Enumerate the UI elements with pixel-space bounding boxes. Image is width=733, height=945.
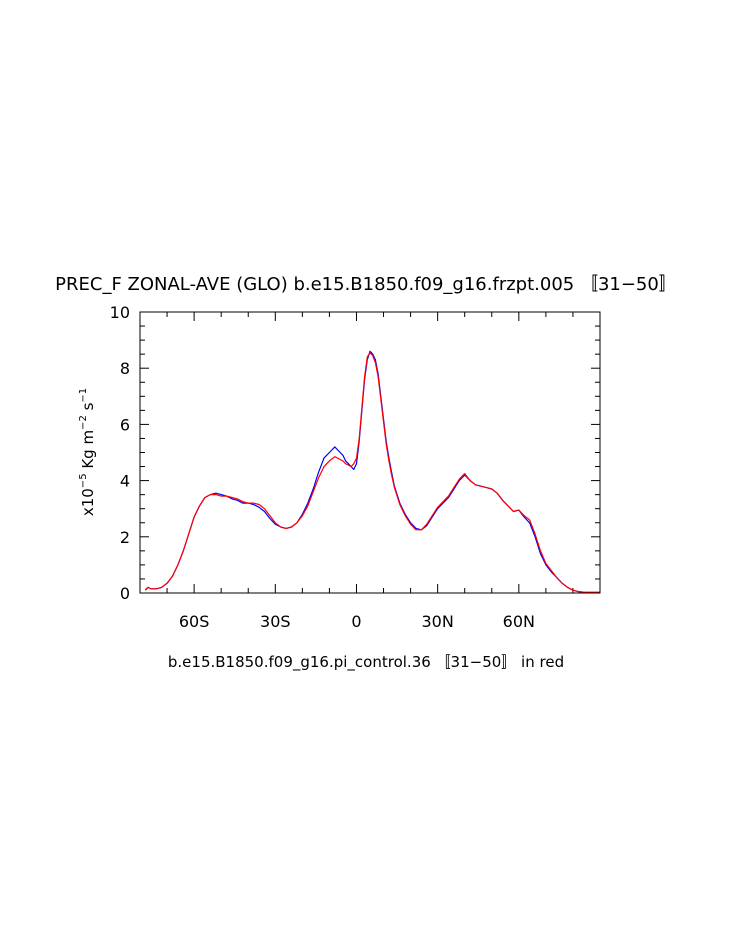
y-axis-label: x10−5 Kg m−2 s−1 xyxy=(78,388,97,516)
chart-title: PREC_F ZONAL-AVE (GLO) b.e15.B1850.f09_g… xyxy=(55,274,677,295)
y-axis-label-unit1: Kg m xyxy=(79,430,97,474)
y-axis-label-exp3: −1 xyxy=(78,388,89,403)
plot-area: 0 2 4 6 8 10 60S 30S 0 30N 60N xyxy=(110,303,601,631)
y-axis-label-prefix: x10 xyxy=(79,488,97,516)
series-line-1 xyxy=(145,352,600,594)
y-tick-label: 4 xyxy=(120,472,130,491)
y-tick-label: 10 xyxy=(110,303,130,322)
y-axis-label-unit2: s xyxy=(79,402,97,415)
y-tick-label: 8 xyxy=(120,359,130,378)
x-tick-label: 30S xyxy=(260,612,291,631)
y-tick-label: 0 xyxy=(120,584,130,603)
series-line-0 xyxy=(144,350,600,594)
y-tick-label: 6 xyxy=(120,415,130,434)
x-axis-label: b.e15.B1850.f09_g16.pi_control.36 〚31−50… xyxy=(168,653,564,672)
y-axis-label-exp2: −2 xyxy=(78,415,89,430)
x-tick-label: 60S xyxy=(179,612,210,631)
x-tick-label: 0 xyxy=(351,612,361,631)
y-tick-label: 2 xyxy=(120,528,130,547)
x-tick-label: 60N xyxy=(503,612,535,631)
y-axis-label-exp1: −5 xyxy=(78,473,89,488)
x-tick-label: 30N xyxy=(421,612,453,631)
plot-frame xyxy=(139,311,601,594)
